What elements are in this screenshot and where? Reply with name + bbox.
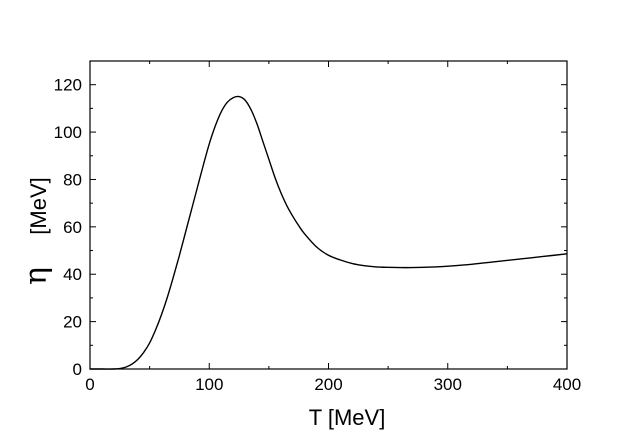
y-axis-symbol: η (19, 267, 54, 285)
y-tick-label: 100 (54, 123, 82, 142)
x-tick-label: 200 (314, 375, 342, 394)
y-tick-label: 80 (63, 170, 82, 189)
series-line (90, 95, 568, 370)
plot-frame (89, 60, 568, 370)
y-tick-label: 0 (73, 360, 82, 379)
x-tick-label: 400 (553, 375, 581, 394)
y-tick-label: 40 (63, 265, 82, 284)
y-tick-label: 20 (63, 313, 82, 332)
x-axis-title: T [MeV] (309, 405, 386, 430)
plot-area (89, 60, 568, 370)
ticks (89, 60, 568, 370)
y-axis-title: η [MeV] (19, 177, 54, 285)
x-tick-label: 100 (195, 375, 223, 394)
y-tick-label: 60 (63, 218, 82, 237)
y-axis-unit: [MeV] (26, 177, 51, 234)
series (90, 95, 568, 370)
x-tick-label: 0 (85, 375, 94, 394)
y-tick-label: 120 (54, 76, 82, 95)
x-tick-label: 300 (434, 375, 462, 394)
tick-labels: 0 100 200 300 400 0 20 40 60 80 100 120 (54, 76, 582, 394)
